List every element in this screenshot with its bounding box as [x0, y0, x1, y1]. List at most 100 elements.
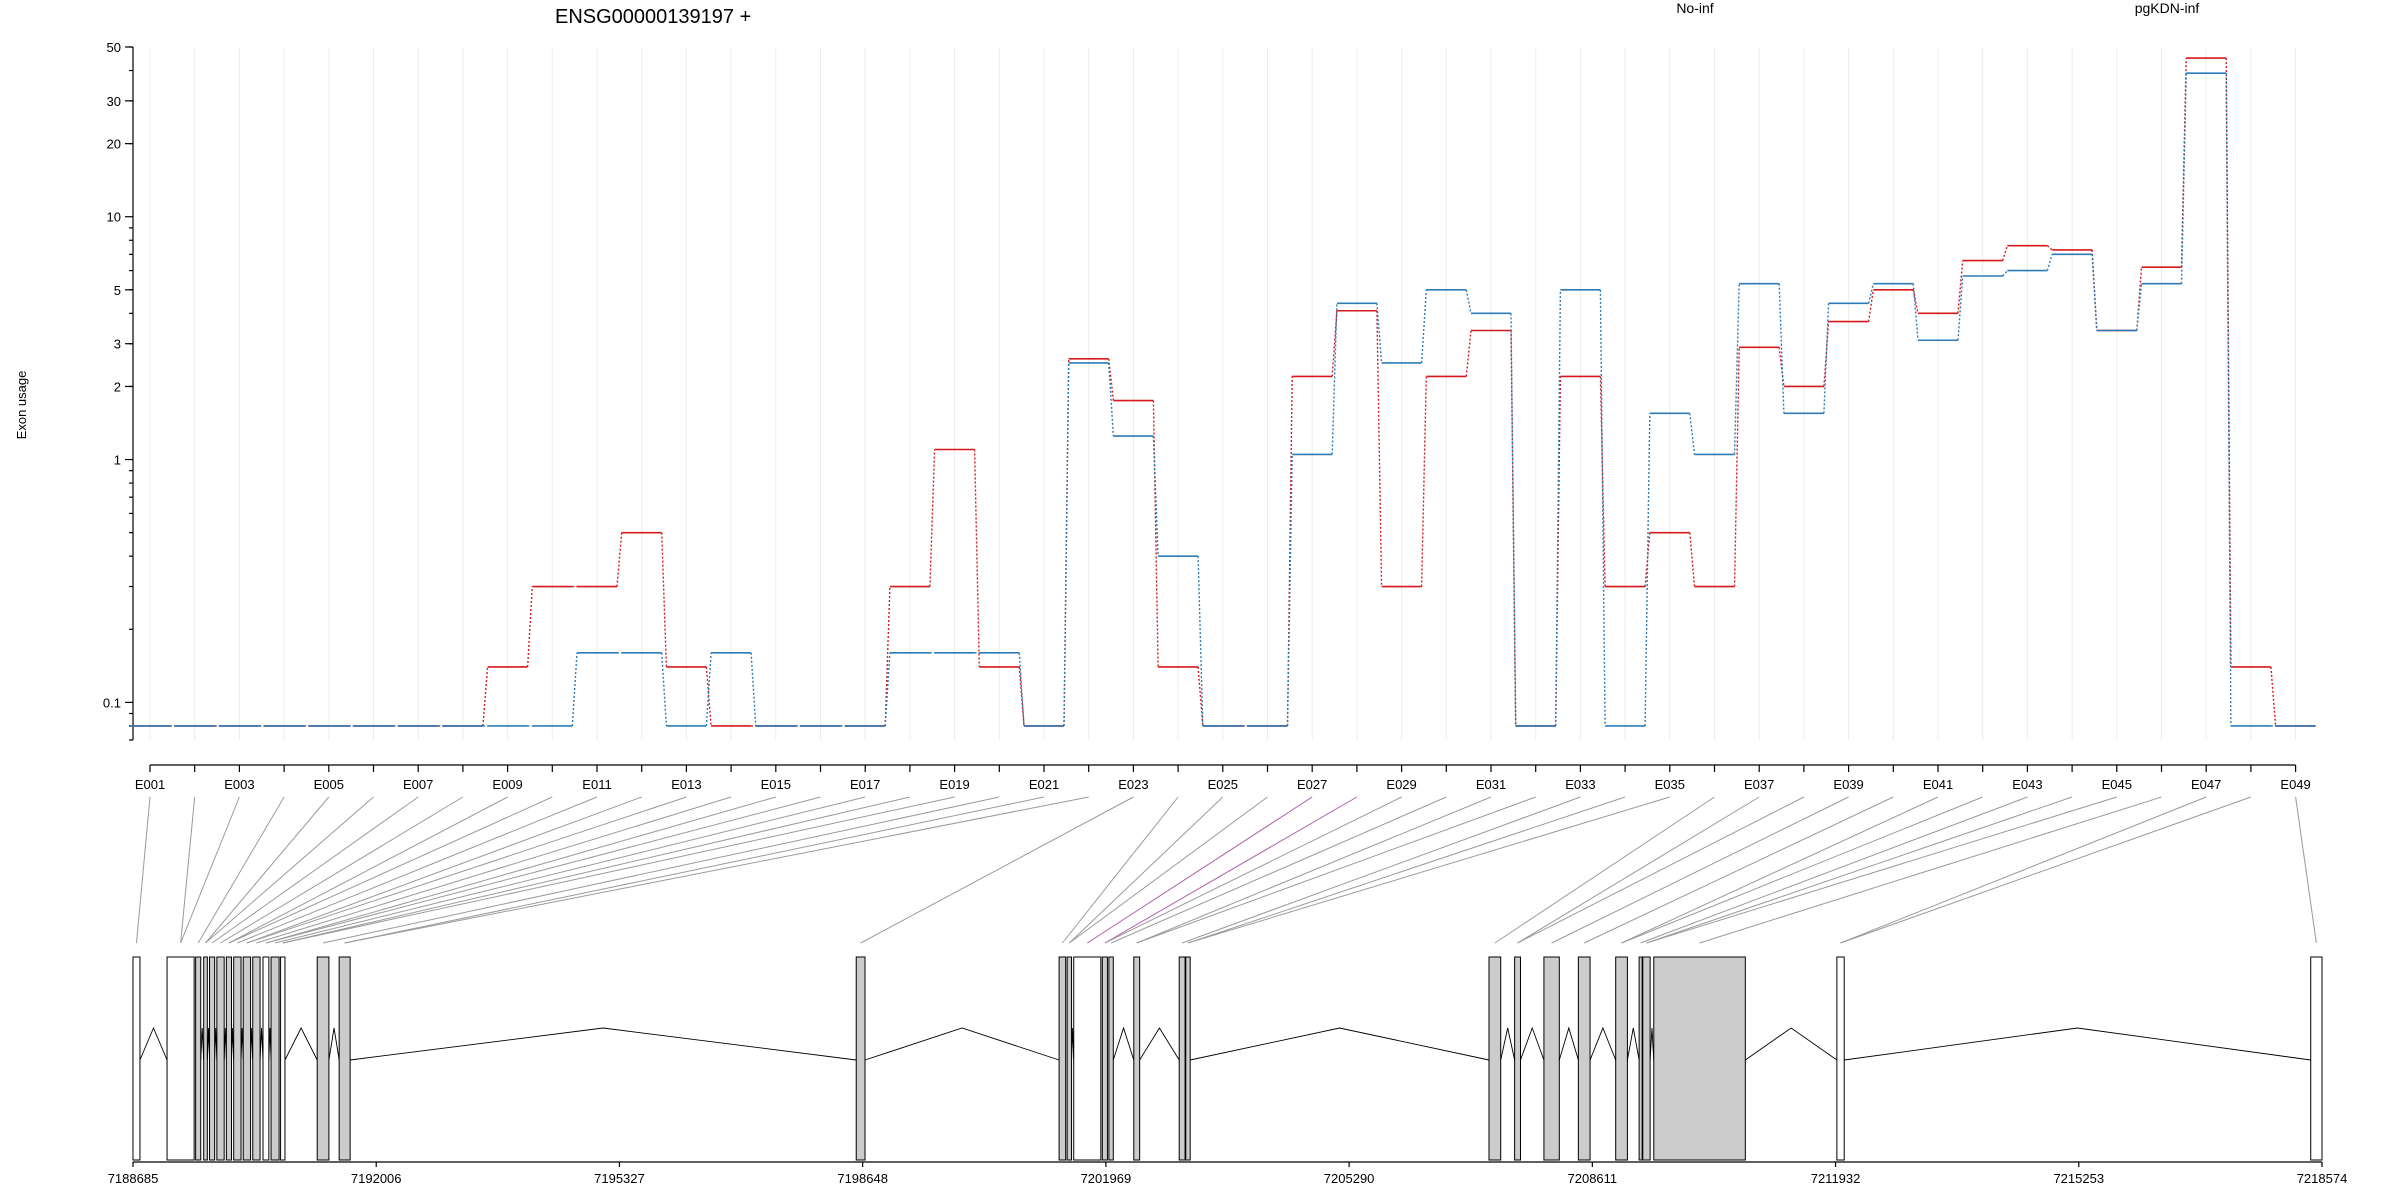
series-connector [1867, 289, 1874, 322]
series-connector [1465, 289, 1472, 314]
exon-box [1642, 956, 1651, 1161]
exon-connector-line [265, 796, 821, 944]
series-connector [1554, 289, 1562, 726]
intron-line [864, 1027, 1060, 1061]
exon-connector-line [1068, 796, 1224, 944]
exon-connector-line [1840, 796, 2252, 944]
exon-connector-line [256, 796, 732, 944]
exon-box [1836, 956, 1845, 1161]
intron-line [1844, 1027, 2311, 1061]
series-connector [2136, 267, 2143, 331]
series-connector [1376, 310, 1383, 587]
series-connector [1689, 413, 1696, 455]
x-tick-label: E019 [939, 777, 969, 792]
series-connector [2091, 254, 2098, 331]
x-tick-label: E011 [582, 777, 611, 792]
exon-connector-line [1646, 796, 2073, 944]
exon-box [316, 956, 330, 1161]
exon-connector-line [180, 796, 196, 944]
exon-box [1108, 956, 1114, 1161]
series-connector [1644, 532, 1651, 587]
series-connector [1331, 310, 1338, 377]
series-connector [1197, 556, 1204, 726]
exon-connector-line [274, 796, 866, 944]
exon-box [242, 956, 252, 1161]
x-tick-label: E021 [1029, 777, 1059, 792]
exon-box [225, 956, 233, 1161]
exon-connector-line [220, 796, 464, 944]
intron-line [350, 1027, 857, 1061]
series-connector [1063, 362, 1070, 726]
exon-connector-line [1181, 796, 1581, 944]
exon-connector-line [282, 796, 911, 944]
series-connector [1912, 283, 1919, 341]
grid-layer [149, 47, 2297, 740]
y-tick-label: 10 [107, 210, 121, 225]
connector-layer [135, 796, 2317, 944]
exon-box [1638, 956, 1643, 1161]
genomic-tick-label: 7201969 [1081, 1171, 1132, 1186]
exon-box [1653, 956, 1746, 1161]
series-connector [2225, 73, 2232, 726]
exon-box [1066, 956, 1073, 1161]
x-tick-label: E049 [2280, 777, 2310, 792]
exon-box [1178, 956, 1186, 1161]
legend-pgkdn-inf: pgKDN-inf [2135, 0, 2200, 16]
x-tick-label: E025 [1208, 777, 1238, 792]
exon-box [1133, 956, 1141, 1161]
intron-line [1112, 1026, 1135, 1061]
series-connector [884, 586, 891, 726]
series-layer [130, 57, 2316, 727]
exon-connector-line [228, 796, 508, 944]
exon-box [166, 956, 195, 1161]
genomic-tick-label: 7205290 [1324, 1171, 1375, 1186]
series-connector [1599, 289, 1606, 726]
x-tick-label: E009 [492, 777, 522, 792]
series-connector [1689, 532, 1696, 587]
series-connector [2002, 245, 2009, 261]
intron-line [1589, 1026, 1617, 1061]
exon-box [270, 956, 280, 1161]
exon-connector-line [1621, 796, 1939, 944]
series-connector [705, 652, 712, 726]
genomic-tick-label: 7188685 [108, 1171, 159, 1186]
exon-box [855, 956, 866, 1161]
series-connector [661, 532, 668, 667]
exon-connector-line [1061, 796, 1179, 944]
series-connector [616, 532, 623, 587]
x-tick-label: E035 [1655, 777, 1685, 792]
exon-box [1615, 956, 1628, 1161]
series-connector [750, 652, 757, 726]
exon-connector-line [1087, 796, 1313, 944]
exon-connector-line [1583, 796, 1894, 944]
series-connector [1420, 376, 1427, 587]
genomic-tick-label: 7211932 [1811, 1171, 1861, 1186]
x-tick-label: E005 [314, 777, 344, 792]
legend-no-inf: No-inf [1676, 0, 1713, 16]
exon-connector-line [1187, 796, 1626, 944]
series-connector [2136, 283, 2143, 331]
exon-connector-line [2295, 796, 2317, 944]
y-tick-label: 30 [107, 94, 121, 109]
x-tick-label: E039 [1833, 777, 1863, 792]
series-connector [1152, 435, 1159, 557]
exon-connector-line [1136, 796, 1536, 944]
exon-box [338, 956, 351, 1161]
intron-line [1745, 1027, 1838, 1061]
series-connector [526, 586, 533, 667]
series-connector [1644, 413, 1651, 726]
y-tick-label: 5 [114, 283, 121, 298]
y-tick-label: 3 [114, 337, 121, 352]
series-connector [1018, 666, 1025, 726]
x-tick-label: E043 [2012, 777, 2042, 792]
intron-line [1520, 1026, 1545, 1061]
exon-connector-line [205, 796, 330, 944]
exon-connector-line [1494, 796, 1715, 944]
intron-line [1139, 1027, 1180, 1061]
series-connector [1778, 283, 1785, 414]
series-connector [1957, 260, 1964, 314]
x-tick-label: E007 [403, 777, 433, 792]
y-tick-label: 50 [107, 40, 121, 55]
intron-line [1500, 1027, 1516, 1061]
